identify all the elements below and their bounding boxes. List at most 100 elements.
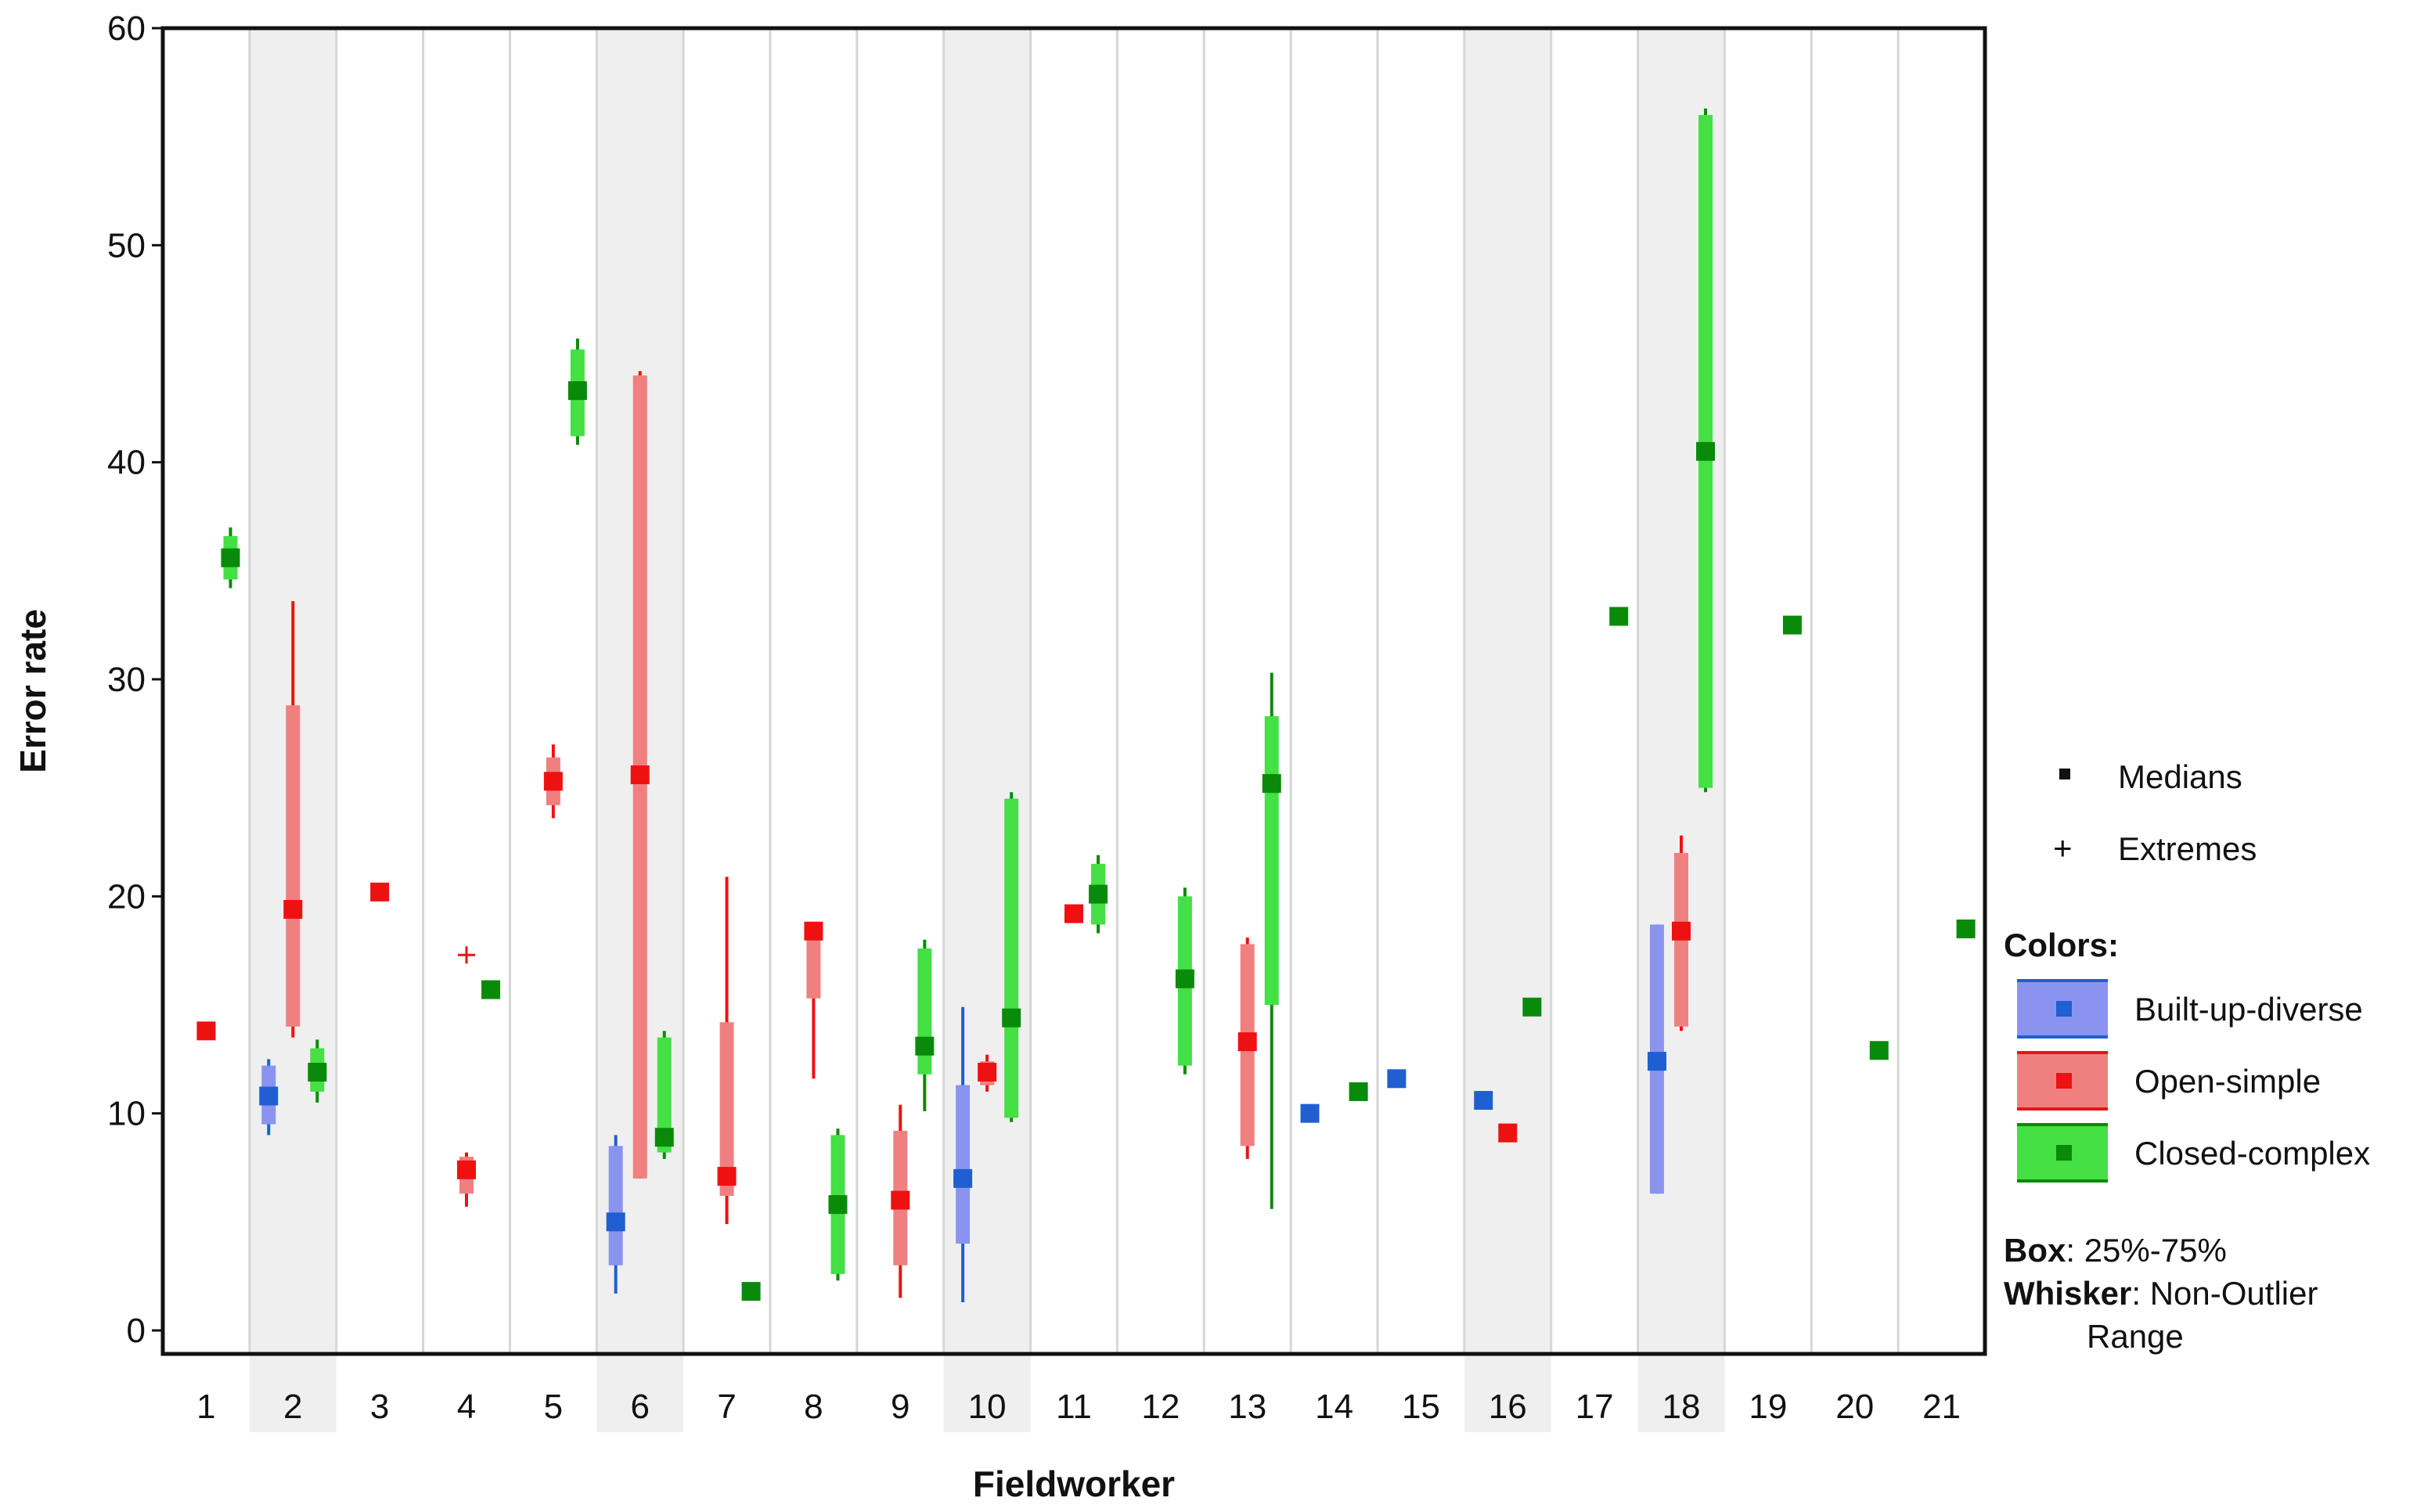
x-tick-label: 18 xyxy=(1662,1388,1701,1426)
box xyxy=(1004,798,1019,1118)
median-marker xyxy=(1696,441,1716,461)
shaded-label-band-16 xyxy=(1464,1355,1551,1432)
legend-swatch-median xyxy=(2056,1001,2072,1017)
legend-box-label: Box xyxy=(2004,1232,2066,1269)
series-built-up-diverse xyxy=(259,924,1666,1302)
median-marker xyxy=(828,1195,848,1215)
x-tick-label: 21 xyxy=(1922,1388,1961,1426)
legend-whisker-label: Whisker xyxy=(2004,1275,2131,1312)
median-marker xyxy=(953,1168,973,1188)
box xyxy=(286,705,301,1027)
x-tick-label: 14 xyxy=(1315,1388,1353,1426)
legend-box-note: Box: 25%-75% xyxy=(2004,1232,2227,1269)
legend-swatch-median xyxy=(2056,1145,2072,1161)
legend-series-label: Open-simple xyxy=(2134,1063,2321,1100)
y-tick-label: 10 xyxy=(107,1095,146,1133)
y-axis: 0 10 20 30 40 50 60 xyxy=(107,9,163,1350)
median-marker xyxy=(196,1021,216,1041)
box xyxy=(1264,716,1279,1005)
series-closed-complex xyxy=(221,108,1976,1301)
median-marker xyxy=(915,1036,935,1056)
x-tick-label: 8 xyxy=(804,1388,823,1426)
x-tick-label: 15 xyxy=(1402,1388,1440,1426)
y-tick-label: 40 xyxy=(107,444,146,482)
legend-extremes-label: Extremes xyxy=(2118,830,2257,867)
x-tick-label: 4 xyxy=(457,1388,476,1426)
y-tick-label: 50 xyxy=(107,226,146,265)
median-marker xyxy=(221,548,240,567)
y-tick-label: 60 xyxy=(107,9,146,48)
median-marker xyxy=(1002,1008,1021,1028)
median-marker xyxy=(1387,1069,1407,1089)
legend-box-text: : 25%-75% xyxy=(2066,1232,2226,1269)
legend-whisker-text-2: Range xyxy=(2087,1318,2184,1355)
median-marker xyxy=(308,1062,327,1082)
box xyxy=(608,1146,623,1265)
x-tick-label: 1 xyxy=(196,1388,215,1426)
x-tick-label: 20 xyxy=(1835,1388,1874,1426)
shaded-label-band-6 xyxy=(596,1355,684,1432)
median-marker xyxy=(1956,919,1976,938)
box xyxy=(719,1022,734,1197)
x-tick-label: 7 xyxy=(717,1388,736,1426)
median-marker xyxy=(630,765,650,785)
median-marker xyxy=(1522,997,1542,1017)
plot-frame xyxy=(160,26,1987,1356)
x-tick-label: 17 xyxy=(1576,1388,1614,1426)
median-marker xyxy=(1175,969,1194,988)
median-marker xyxy=(283,899,303,919)
x-tick-label: 16 xyxy=(1489,1388,1527,1426)
shaded-label-band-10 xyxy=(943,1355,1031,1432)
median-marker xyxy=(1064,904,1083,923)
x-axis: 1 2 3 4 5 6 7 8 9 10 11 12 13 14 15 16 17 18 19 20 21 xyxy=(196,1388,1961,1426)
median-marker xyxy=(717,1167,737,1186)
median-marker xyxy=(259,1086,279,1106)
median-marker xyxy=(1089,884,1108,904)
median-marker xyxy=(1300,1103,1320,1123)
y-tick-label: 20 xyxy=(107,877,146,916)
median-marker xyxy=(1647,1052,1666,1071)
box xyxy=(956,1085,971,1244)
x-tick-label: 2 xyxy=(283,1388,302,1426)
series-open-simple xyxy=(196,371,1691,1298)
column-gridlines xyxy=(248,28,1900,1354)
shaded-columns xyxy=(249,28,1725,1432)
median-marker xyxy=(457,1160,476,1179)
legend-extremes-marker: + xyxy=(2053,830,2073,866)
box-marks xyxy=(196,108,1976,1302)
median-marker xyxy=(1672,921,1691,941)
shaded-label-band-2 xyxy=(249,1355,337,1432)
x-tick-label: 11 xyxy=(1056,1388,1092,1426)
y-tick-label: 0 xyxy=(127,1312,146,1350)
median-marker xyxy=(1609,607,1629,626)
shaded-column-16 xyxy=(1464,28,1551,1354)
median-marker xyxy=(481,980,501,999)
legend: Medians + Extremes Colors: Built-up-dive… xyxy=(2004,758,2370,1355)
median-marker xyxy=(1349,1082,1368,1101)
median-marker xyxy=(370,882,390,902)
x-tick-label: 5 xyxy=(544,1388,563,1426)
x-axis-title: Fieldworker xyxy=(973,1463,1175,1504)
x-tick-label: 13 xyxy=(1228,1388,1266,1426)
median-marker xyxy=(891,1190,910,1210)
legend-whisker-text: : Non-Outlier xyxy=(2131,1275,2318,1312)
box xyxy=(806,927,821,999)
y-axis-title: Error rate xyxy=(13,609,53,773)
x-tick-label: 3 xyxy=(370,1388,389,1426)
legend-swatch-median xyxy=(2056,1073,2072,1089)
median-marker xyxy=(606,1212,625,1232)
legend-median-marker xyxy=(2059,769,2070,779)
shaded-label-band-18 xyxy=(1637,1355,1725,1432)
legend-colors-title: Colors: xyxy=(2004,927,2119,963)
x-tick-label: 6 xyxy=(630,1388,649,1426)
x-tick-label: 10 xyxy=(968,1388,1007,1426)
median-marker xyxy=(1869,1041,1889,1060)
median-marker xyxy=(543,772,563,791)
median-marker xyxy=(1498,1123,1518,1143)
median-marker xyxy=(1262,774,1281,794)
median-marker xyxy=(1237,1032,1257,1052)
median-marker xyxy=(654,1128,674,1147)
median-marker xyxy=(1474,1091,1493,1111)
median-marker xyxy=(804,921,823,941)
